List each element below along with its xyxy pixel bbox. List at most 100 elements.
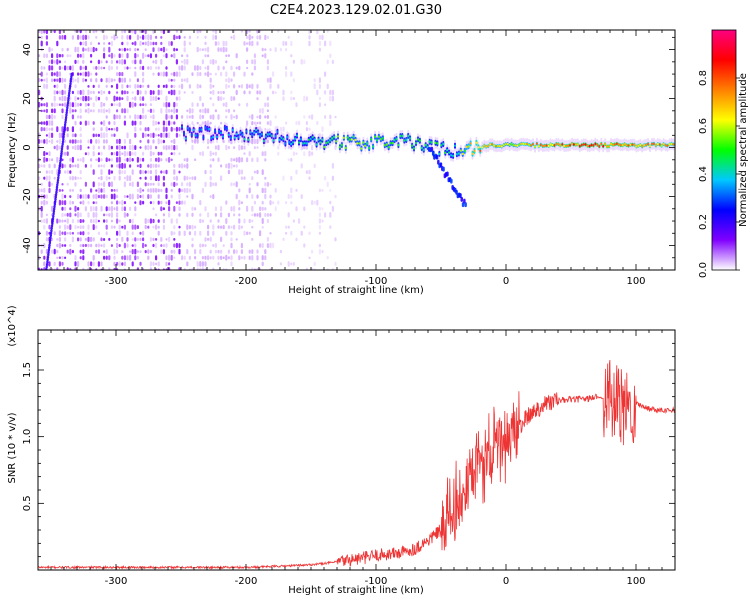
- spectrogram-cell: [152, 90, 155, 95]
- spectrogram-cell: [559, 144, 562, 147]
- spectrogram-cell: [69, 107, 72, 114]
- spectrogram-cell: [243, 218, 246, 224]
- spectrogram-cell: [59, 156, 62, 160]
- spectrogram-cell: [209, 176, 212, 181]
- spectrogram-cell: [311, 200, 314, 206]
- spectrogram-cell: [58, 132, 61, 139]
- spectrogram-cell: [84, 40, 87, 47]
- spectrogram-cell: [204, 126, 207, 129]
- spectrogram-cell: [274, 91, 277, 94]
- spectrogram-cell: [149, 188, 152, 193]
- spectrogram-cell: [79, 194, 82, 199]
- spectrogram-cell: [144, 133, 147, 138]
- spectrogram-cell: [87, 212, 90, 218]
- spectrogram-cell: [87, 243, 90, 248]
- spectrogram-cell: [264, 255, 267, 261]
- spectrogram-cell: [92, 224, 95, 231]
- spectrogram-cell: [555, 142, 558, 146]
- spectrogram-cell: [246, 205, 249, 212]
- spectrogram-cell: [183, 158, 186, 162]
- spectrogram-cell: [139, 66, 142, 70]
- spectrogram-cell: [157, 194, 160, 199]
- spectrogram-cell: [162, 218, 165, 224]
- spectrogram-cell: [201, 48, 204, 51]
- spectrogram-cell: [207, 120, 210, 126]
- spectrogram-cell: [131, 238, 134, 241]
- spectrogram-cell: [181, 65, 184, 71]
- spectrogram-cell: [241, 133, 244, 136]
- spectrogram-cell: [95, 66, 98, 70]
- spectrogram-cell: [90, 267, 93, 270]
- spectrogram-cell: [47, 248, 51, 252]
- spectrogram-cell: [95, 158, 98, 162]
- spectrogram-cell: [199, 109, 202, 113]
- spectrogram-cell: [246, 231, 249, 235]
- spectrogram-cell: [103, 30, 106, 33]
- spectrogram-cell: [183, 175, 186, 181]
- spectrogram-cell: [51, 65, 54, 71]
- spectrogram-cell: [51, 249, 54, 254]
- spectrogram-cell: [58, 35, 61, 40]
- spectrogram-cell: [123, 163, 126, 169]
- spectrogram-cell: [200, 128, 203, 131]
- spectrogram-cell: [61, 144, 64, 148]
- spectrogram-cell: [196, 267, 199, 270]
- spectrogram-x-tick-label: 0: [503, 276, 509, 287]
- spectrogram-cell: [118, 219, 121, 223]
- spectrogram-cell: [139, 169, 142, 175]
- spectrogram-cell: [223, 126, 226, 129]
- spectrogram-cell: [61, 200, 64, 205]
- spectrogram-cell: [103, 255, 106, 260]
- spectrogram-cell: [256, 182, 259, 187]
- spectrogram-cell: [247, 138, 250, 141]
- spectrogram-cell: [155, 255, 158, 261]
- spectrogram-cell: [155, 224, 158, 230]
- spectrogram-cell: [61, 103, 64, 107]
- spectrogram-cell: [136, 89, 139, 96]
- spectrogram-cell: [217, 225, 220, 229]
- spectrogram-cell: [217, 65, 220, 71]
- spectrogram-cell: [66, 182, 69, 186]
- spectrogram-cell: [165, 132, 168, 138]
- spectrogram-cell: [61, 255, 64, 260]
- spectrogram-cell: [248, 218, 251, 224]
- spectrogram-cell: [92, 206, 95, 212]
- spectrogram-cell: [48, 158, 51, 162]
- spectrogram-cell: [152, 237, 155, 241]
- spectrogram-cell: [168, 145, 171, 150]
- spectrogram-cell: [246, 66, 249, 70]
- spectrogram-cell: [66, 106, 69, 110]
- spectrogram-cell: [48, 243, 51, 247]
- spectrogram-cell: [142, 132, 145, 139]
- spectrogram-cell: [617, 143, 620, 146]
- spectrogram-cell: [249, 131, 252, 134]
- spectrogram-cell: [233, 158, 236, 162]
- spectrogram-cell: [183, 164, 186, 168]
- spectrogram-cell: [209, 219, 212, 223]
- spectrogram-cell: [230, 182, 233, 187]
- spectrogram-cell: [51, 102, 54, 107]
- spectrogram-cell: [108, 46, 111, 53]
- spectrogram-cell: [69, 207, 72, 211]
- spectrogram-cell: [475, 141, 478, 144]
- spectrogram-cell: [56, 53, 59, 59]
- spectrogram-cell: [574, 143, 577, 146]
- spectrogram-cell: [318, 96, 321, 101]
- colorbar: 0.00.20.40.60.8 Normalized spectral ampl…: [698, 29, 749, 278]
- spectrogram-cell: [165, 120, 168, 126]
- spectrogram-cell: [157, 89, 160, 96]
- spectrogram-cell: [567, 144, 570, 147]
- spectrogram-cell: [168, 206, 171, 212]
- spectrogram-cell: [178, 243, 181, 248]
- spectrogram-cell: [300, 230, 303, 236]
- spectrogram-cell: [82, 244, 85, 248]
- spectrogram-cell: [142, 151, 145, 156]
- spectrogram-cell: [238, 169, 241, 175]
- spectrogram-cell: [77, 139, 80, 144]
- spectrogram-cell: [149, 41, 152, 46]
- spectrogram-cell: [238, 103, 241, 107]
- spectrogram-cell: [53, 207, 56, 211]
- spectrogram-cell: [144, 90, 147, 95]
- spectrogram-cell: [149, 145, 152, 150]
- spectrogram-cell: [220, 164, 223, 168]
